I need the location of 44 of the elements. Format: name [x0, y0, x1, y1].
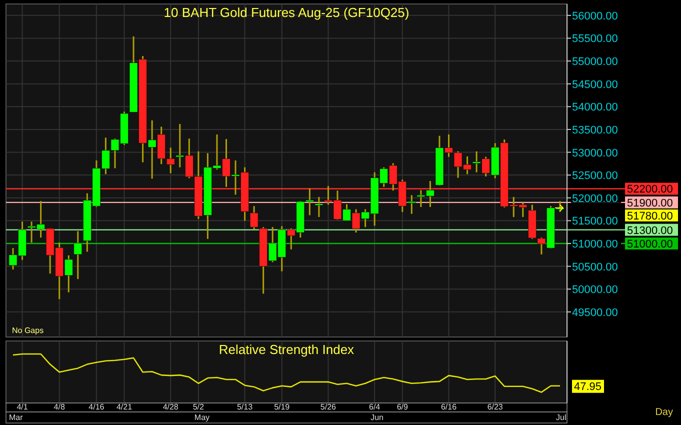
y-tick-label: 56000.00	[572, 10, 618, 22]
y-tick-label: 50000.00	[572, 284, 618, 296]
text: 51780.00	[627, 210, 673, 222]
annotation: No Gaps	[12, 326, 44, 335]
ref-line-label: 51900.00	[627, 197, 673, 210]
y-tick-label: 54500.00	[572, 78, 618, 91]
x-tick-label: 5/13	[236, 402, 254, 412]
candlestick	[74, 230, 82, 280]
x-tick-label: 4/21	[116, 402, 133, 412]
x-tick-label: 5/2	[192, 402, 205, 412]
y-tick-label: 53500.00	[572, 124, 618, 136]
y-tick-label: 49500.00	[572, 306, 618, 319]
text: Jul	[556, 413, 566, 422]
x-tick-label: 6/9	[396, 402, 408, 412]
x-tick-label: 6/16	[440, 402, 458, 412]
text: Mar	[9, 413, 24, 422]
x-tick-label: 4/16	[88, 402, 105, 412]
x-tick-label: 5/26	[320, 402, 337, 412]
x-tick-label: 4/28	[162, 402, 179, 412]
x-tick-label: 6/4	[369, 402, 381, 412]
y-tick-label: 53000.00	[572, 147, 618, 160]
x-tick-label: 5/19	[274, 402, 290, 412]
y-tick-label: 50500.00	[572, 261, 618, 274]
y-tick-label: 55500.00	[572, 33, 618, 46]
ref-line-label: 51000.00	[627, 238, 673, 250]
y-tick-label: 55000.00	[572, 56, 618, 68]
y-tick-label: 52000.00	[572, 192, 618, 205]
text: 47.95	[574, 380, 602, 393]
y-tick-label: 52500.00	[572, 170, 618, 182]
y-tick-label: 54000.00	[572, 102, 618, 114]
y-tick-label: 51500.00	[572, 216, 618, 228]
text: Day	[655, 407, 673, 418]
candlestick	[250, 205, 258, 231]
x-tick-label: 4/8	[54, 402, 66, 412]
text: Jun	[370, 413, 384, 422]
chart-title: Relative Strength Index	[218, 342, 355, 357]
ref-line-label: 52200.00	[627, 184, 673, 196]
y-tick-label: 51000.00	[572, 238, 618, 250]
text: May	[194, 413, 210, 422]
x-tick-label: 4/1	[16, 402, 28, 412]
candlestick	[314, 196, 324, 218]
ref-line-label: 51300.00	[627, 224, 673, 237]
x-tick-label: 6/23	[487, 402, 504, 412]
chart-title: 10 BAHT Gold Futures Aug-25 (GF10Q25)	[164, 5, 410, 20]
